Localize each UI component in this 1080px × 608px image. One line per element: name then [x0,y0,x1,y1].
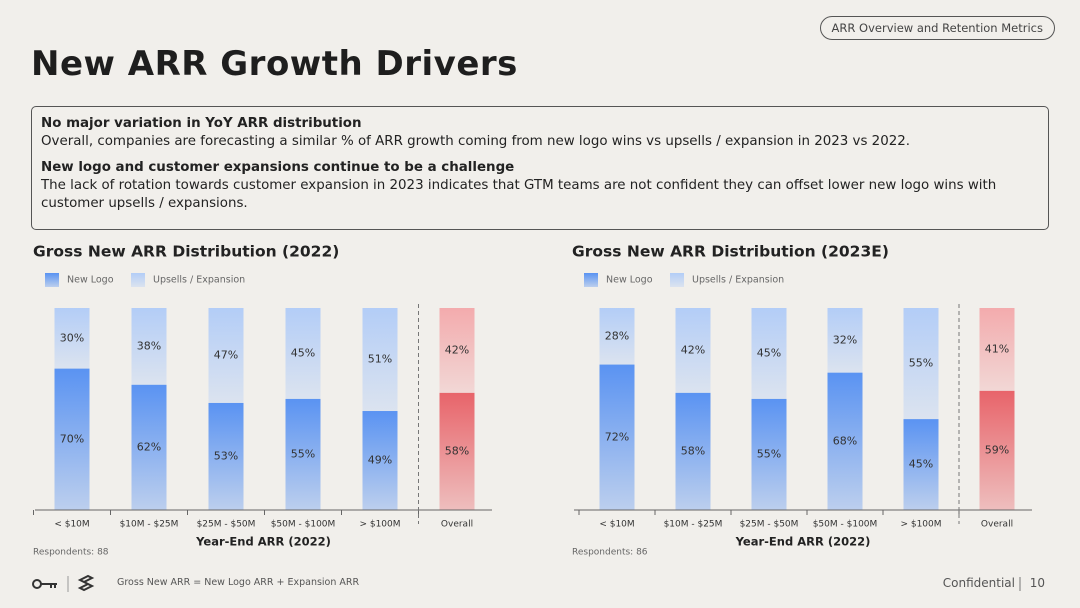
value-label: 30% [60,331,84,344]
bar-segment [599,364,635,510]
legend-swatch [131,273,145,287]
bar-segment [439,308,475,393]
callout-box: No major variation in YoY ARR distributi… [31,106,1049,230]
value-label: 55% [909,357,933,370]
legend-label: Upsells / Expansion [692,275,784,286]
respondents-note: Respondents: 88 [33,548,109,558]
x-tick-label: $25M - $50M [740,520,799,530]
value-label: 72% [605,430,629,443]
bar-segment [54,368,90,510]
x-tick-label: $25M - $50M [197,520,256,530]
bar-segment [827,308,863,373]
value-label: 42% [445,343,469,356]
value-label: 58% [445,444,469,457]
chart-title: Gross New ARR Distribution (2022) [33,243,339,261]
value-label: 32% [833,333,857,346]
brand-icon [77,574,95,592]
bar-segment [439,392,475,510]
x-axis-label: Year-End ARR (2022) [195,535,331,549]
bar-segment [903,419,939,510]
bar-segment [751,308,787,399]
value-label: 68% [833,434,857,447]
callout-heading: No major variation in YoY ARR distributi… [41,116,362,131]
x-tick-label: $10M - $25M [120,520,179,530]
key-icon [32,579,42,589]
logo [32,574,95,592]
section-tag: ARR Overview and Retention Metrics [819,16,1055,40]
chart-title: Gross New ARR Distribution (2023E) [572,243,889,261]
callout-body: The lack of rotation towards customer ex… [41,178,997,211]
key-icon [41,583,57,588]
bar-segment [54,308,90,369]
value-label: 45% [757,346,781,359]
x-tick-label: > $100M [900,520,941,530]
bar-segment [903,308,939,420]
bar-segment [979,308,1015,391]
legend-swatch [584,273,598,287]
x-tick-label: $50M - $100M [813,520,878,530]
legend-swatch [670,273,684,287]
x-tick-label: $50M - $100M [271,520,336,530]
bar-segment [362,411,398,510]
value-label: 70% [60,432,84,445]
value-label: 45% [909,458,933,471]
bar-segment [599,308,635,365]
bar-segment [362,308,398,412]
footnote: Gross New ARR = New Logo ARR + Expansion… [117,577,360,588]
page-number: 10 [1029,576,1045,590]
x-tick-label: $10M - $25M [664,520,723,530]
value-label: 41% [985,342,1009,355]
value-label: 51% [368,353,392,366]
callout-heading: New logo and customer expansions continu… [41,160,515,175]
value-label: 45% [291,346,315,359]
value-label: 49% [368,454,392,467]
bar-segment [208,402,244,510]
page-title: New ARR Growth Drivers [31,44,518,84]
legend-label: Upsells / Expansion [153,275,245,286]
value-label: 58% [681,444,705,457]
value-label: 42% [681,343,705,356]
x-tick-label: Overall [981,520,1013,530]
bar-segment [131,308,167,385]
value-label: 47% [214,348,238,361]
bar-segment [979,390,1015,510]
bar-segment [131,384,167,510]
x-tick-label: < $10M [54,520,89,530]
value-label: 53% [214,449,238,462]
legend-swatch [45,273,59,287]
callout-body: Overall, companies are forecasting a sim… [41,134,911,149]
value-label: 55% [757,447,781,460]
legend-label: New Logo [606,275,653,286]
bar-segment [208,308,244,403]
bar-segment [285,308,321,399]
bar-segment [827,372,863,510]
value-label: 55% [291,447,315,460]
bar-segment [751,398,787,510]
legend-label: New Logo [67,275,114,286]
value-label: 59% [985,443,1009,456]
value-label: 28% [605,329,629,342]
x-tick-label: Overall [441,520,473,530]
value-label: 38% [137,339,161,352]
bar-segment [675,392,711,510]
bar-segment [675,308,711,393]
respondents-note: Respondents: 86 [572,548,648,558]
value-label: 62% [137,440,161,453]
confidential: Confidential [942,576,1015,590]
x-axis-label: Year-End ARR (2022) [735,535,871,549]
bar-segment [285,398,321,510]
x-tick-label: > $100M [359,520,400,530]
x-tick-label: < $10M [599,520,634,530]
